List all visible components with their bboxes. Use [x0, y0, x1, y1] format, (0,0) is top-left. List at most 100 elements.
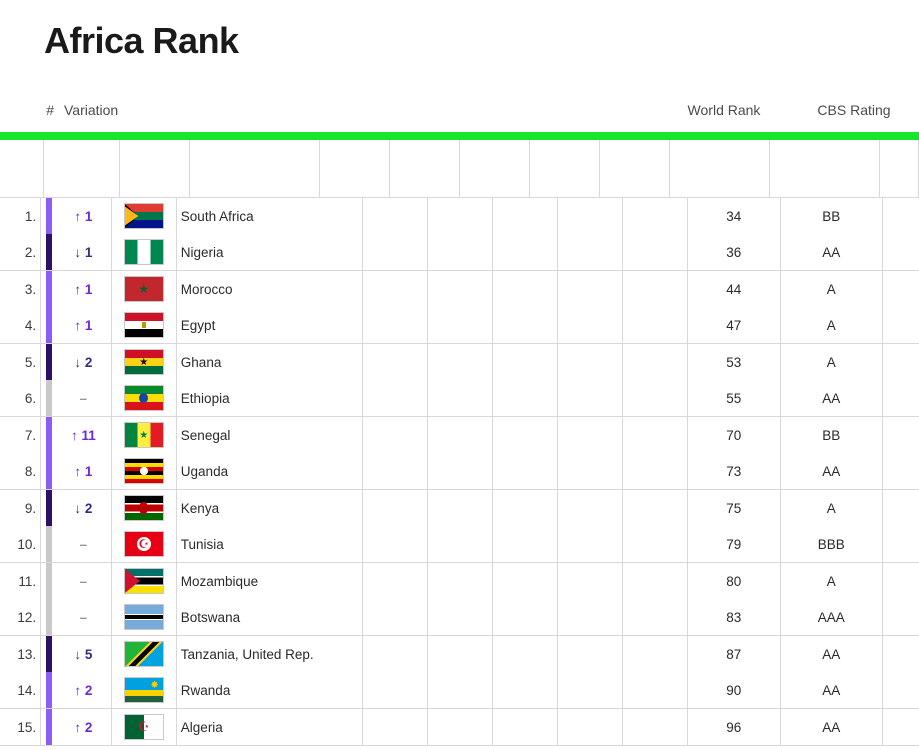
flag-cell [112, 307, 177, 343]
trailing-cell [883, 490, 919, 526]
empty-cell [493, 709, 558, 745]
variation-cell: ↓ 1 [56, 234, 112, 270]
trailing-cell [883, 271, 919, 307]
world-rank-cell: 90 [688, 672, 781, 708]
variation-cell: – [56, 380, 112, 416]
empty-cell [623, 344, 688, 380]
cbs-cell: AA [781, 234, 883, 270]
flag-cell [112, 453, 177, 489]
rank-cell: 6. [0, 380, 41, 416]
empty-cell [363, 417, 428, 453]
rank-cell: 8. [0, 453, 41, 489]
world-rank-cell: 55 [688, 380, 781, 416]
empty-cell [623, 234, 688, 270]
empty-cell [493, 453, 558, 489]
empty-cell [363, 198, 428, 234]
rank-cell: 5. [0, 344, 41, 380]
variation-cell: – [56, 526, 112, 562]
rank-cell: 7. [0, 417, 41, 453]
empty-cell [558, 417, 623, 453]
header-world-rank: World Rank [659, 102, 789, 118]
country-cell: Senegal [177, 417, 363, 453]
empty-cell [558, 672, 623, 708]
trailing-cell [883, 198, 919, 234]
table-row-group: 9.↓ 2Kenya75A10.–Tunisia79BBB [0, 490, 919, 563]
empty-cell [558, 307, 623, 343]
empty-cell [428, 344, 493, 380]
empty-cell [623, 307, 688, 343]
cbs-cell: AAA [781, 599, 883, 635]
empty-cell [428, 453, 493, 489]
rank-cell: 2. [0, 234, 41, 270]
trailing-cell [883, 234, 919, 270]
empty-cell [493, 271, 558, 307]
trailing-cell [883, 709, 919, 745]
empty-cell [363, 307, 428, 343]
table-row: 8.↑ 1Uganda73AA [0, 453, 919, 489]
variation-cell: ↑ 1 [56, 453, 112, 489]
empty-cell [558, 453, 623, 489]
flag-cell [112, 234, 177, 270]
variation-bar [41, 198, 56, 234]
world-rank-cell: 73 [688, 453, 781, 489]
cbs-cell: A [781, 344, 883, 380]
header-rank: # [0, 102, 60, 118]
empty-cell [428, 417, 493, 453]
rank-cell: 14. [0, 672, 41, 708]
cbs-cell: AA [781, 709, 883, 745]
empty-cell [558, 380, 623, 416]
flag-icon [124, 677, 164, 703]
empty-cell [558, 198, 623, 234]
flag-cell [112, 599, 177, 635]
empty-cell [493, 307, 558, 343]
cbs-cell: A [781, 271, 883, 307]
table-row-group: 13.↓ 5Tanzania, United Rep.87AA14.↑ 2Rwa… [0, 636, 919, 709]
table-row: 6.–Ethiopia55AA [0, 380, 919, 416]
variation-bar [41, 234, 56, 270]
empty-cell [428, 307, 493, 343]
variation-cell: – [56, 563, 112, 599]
empty-cell [493, 380, 558, 416]
empty-cell [623, 271, 688, 307]
table-row: 1.↑ 1South Africa34BB [0, 198, 919, 234]
flag-icon [124, 203, 164, 229]
empty-cell [428, 672, 493, 708]
world-rank-cell: 75 [688, 490, 781, 526]
table-row-group: 11.–Mozambique80A12.–Botswana83AAA [0, 563, 919, 636]
table-body: 1.↑ 1South Africa34BB2.↓ 1Nigeria36AA3.↑… [0, 198, 919, 746]
empty-cell [623, 490, 688, 526]
empty-cell [623, 672, 688, 708]
empty-cell [558, 344, 623, 380]
empty-cell [623, 417, 688, 453]
table-row: 5.↓ 2Ghana53A [0, 344, 919, 380]
variation-bar [41, 563, 56, 599]
flag-cell [112, 672, 177, 708]
table-row: 12.–Botswana83AAA [0, 599, 919, 635]
world-rank-cell: 83 [688, 599, 781, 635]
empty-cell [623, 453, 688, 489]
empty-cell [363, 380, 428, 416]
country-cell: Tanzania, United Rep. [177, 636, 363, 672]
country-cell: Mozambique [177, 563, 363, 599]
cbs-cell: AA [781, 672, 883, 708]
empty-cell [493, 198, 558, 234]
flag-icon [124, 312, 164, 338]
empty-cell [623, 198, 688, 234]
empty-cell [623, 380, 688, 416]
table-row: 14.↑ 2Rwanda90AA [0, 672, 919, 708]
empty-cell [493, 417, 558, 453]
trailing-cell [883, 344, 919, 380]
rank-cell: 1. [0, 198, 41, 234]
variation-bar [41, 599, 56, 635]
empty-cell [428, 234, 493, 270]
table-row: 11.–Mozambique80A [0, 563, 919, 599]
empty-cell [428, 599, 493, 635]
table-row: 10.–Tunisia79BBB [0, 526, 919, 562]
flag-cell [112, 271, 177, 307]
empty-cell [428, 563, 493, 599]
cbs-cell: BBB [781, 526, 883, 562]
header-variation: Variation [60, 102, 124, 118]
world-rank-cell: 70 [688, 417, 781, 453]
flag-icon [124, 276, 164, 302]
empty-cell [428, 709, 493, 745]
